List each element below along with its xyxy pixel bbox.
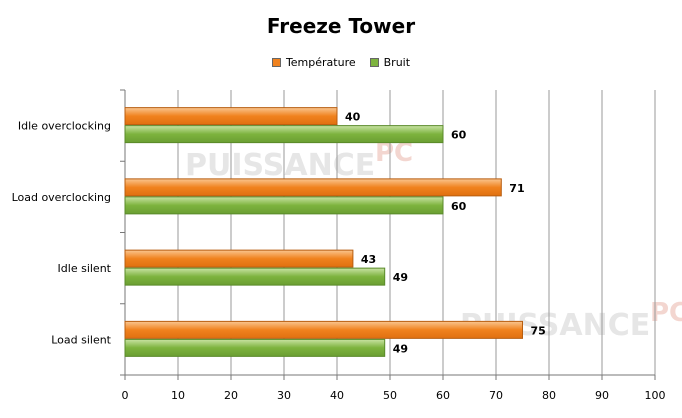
data-label: 40 bbox=[345, 111, 361, 124]
legend-label-temperature: Température bbox=[285, 56, 356, 69]
data-label: 49 bbox=[393, 342, 408, 355]
category-label: Load silent bbox=[51, 333, 111, 346]
x-tick-label: 30 bbox=[277, 389, 291, 402]
bar-temperature bbox=[124, 249, 354, 268]
x-tick-label: 100 bbox=[645, 389, 666, 402]
legend-item-temperature: Température bbox=[271, 56, 356, 69]
bar-temperature bbox=[124, 320, 523, 339]
category-label: Idle overclocking bbox=[18, 120, 111, 133]
x-tick-label: 80 bbox=[542, 389, 556, 402]
legend-item-bruit: Bruit bbox=[369, 56, 411, 69]
legend-swatch-bruit bbox=[369, 58, 379, 67]
category-label: Idle silent bbox=[58, 262, 112, 275]
category-label: Load overclocking bbox=[12, 191, 111, 204]
legend-swatch-temperature bbox=[271, 58, 281, 67]
bar-temperature bbox=[124, 178, 502, 197]
x-tick-label: 50 bbox=[383, 389, 397, 402]
data-label: 60 bbox=[451, 129, 467, 142]
data-label: 49 bbox=[393, 271, 408, 284]
bar-bruit bbox=[124, 338, 386, 357]
data-label: 71 bbox=[509, 182, 524, 195]
watermark-text: PUISSANCE bbox=[185, 148, 375, 183]
x-tick-label: 60 bbox=[436, 389, 450, 402]
bar-bruit bbox=[124, 125, 444, 144]
x-tick-label: 90 bbox=[595, 389, 609, 402]
bar-bruit bbox=[124, 196, 444, 215]
data-label: 60 bbox=[451, 200, 467, 213]
bar-bruit bbox=[124, 267, 386, 286]
bar-temperature bbox=[124, 107, 338, 126]
data-label: 75 bbox=[531, 324, 546, 337]
data-label: 43 bbox=[361, 253, 376, 266]
x-tick-label: 70 bbox=[489, 389, 503, 402]
x-tick-label: 0 bbox=[122, 389, 129, 402]
x-tick-label: 40 bbox=[330, 389, 344, 402]
x-tick-label: 10 bbox=[171, 389, 185, 402]
legend-label-bruit: Bruit bbox=[383, 56, 411, 69]
chart-title: Freeze Tower bbox=[266, 14, 416, 38]
legend: Température Bruit bbox=[0, 56, 682, 69]
x-tick-label: 20 bbox=[224, 389, 238, 402]
